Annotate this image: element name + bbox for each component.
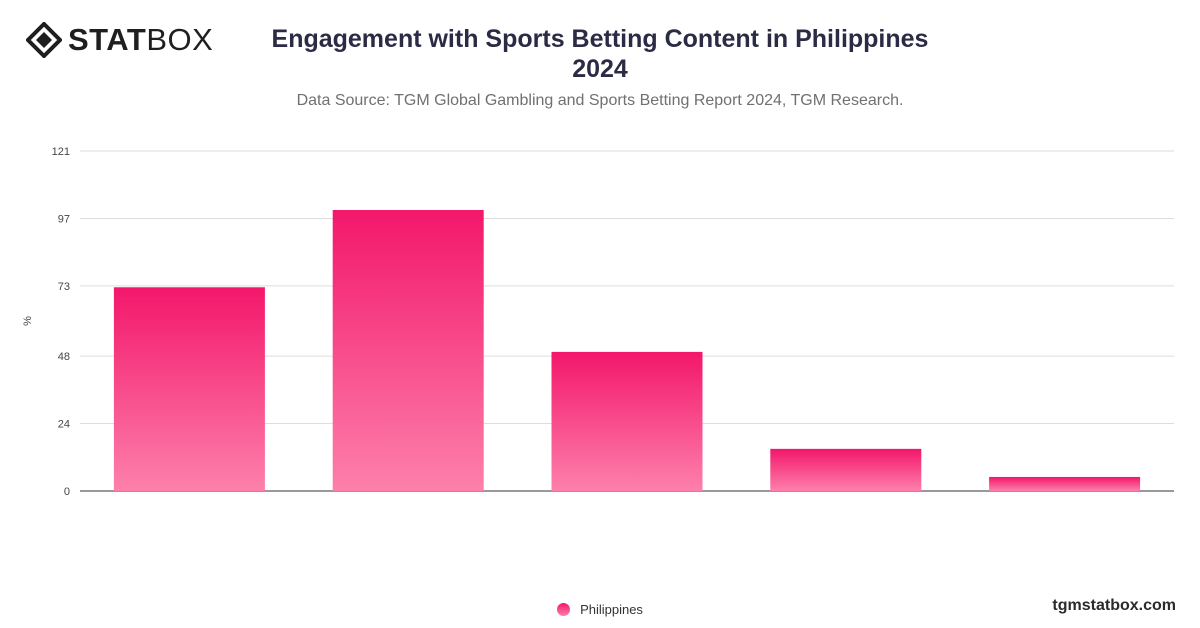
chart-title: Engagement with Sports Betting Content i… [271, 25, 929, 83]
bar-5 [989, 476, 1141, 491]
watermark: tgmstatbox.com [1052, 597, 1176, 614]
y-tick-label: 24 [58, 419, 70, 431]
logo-text-box: BOX [146, 22, 214, 57]
bar-1 [113, 287, 265, 491]
legend-label-philippines: Philippines [580, 602, 643, 617]
y-axis-label: % [22, 316, 34, 326]
logo-wordmark: STATBOX [68, 22, 213, 58]
chart-subtitle: Data Source: TGM Global Gambling and Spo… [296, 92, 904, 109]
y-tick-label: 0 [64, 486, 70, 498]
statbox-logo: STATBOX [26, 22, 213, 58]
bar-3 [551, 351, 703, 491]
statbox-logo-icon [26, 22, 62, 58]
y-tick-label: 48 [58, 351, 70, 363]
logo-text-stat: STAT [68, 22, 147, 57]
y-tick-label: 73 [58, 281, 70, 293]
bar-2 [332, 210, 484, 491]
y-axis-ticks: 0 24 48 73 97 121 [52, 146, 70, 498]
y-tick-label: 97 [58, 213, 70, 225]
legend-swatch-philippines [557, 603, 571, 616]
bar-4 [770, 448, 922, 491]
chart-legend: Philippines [0, 602, 1200, 617]
bars [113, 210, 1141, 491]
y-tick-label: 121 [52, 146, 70, 158]
